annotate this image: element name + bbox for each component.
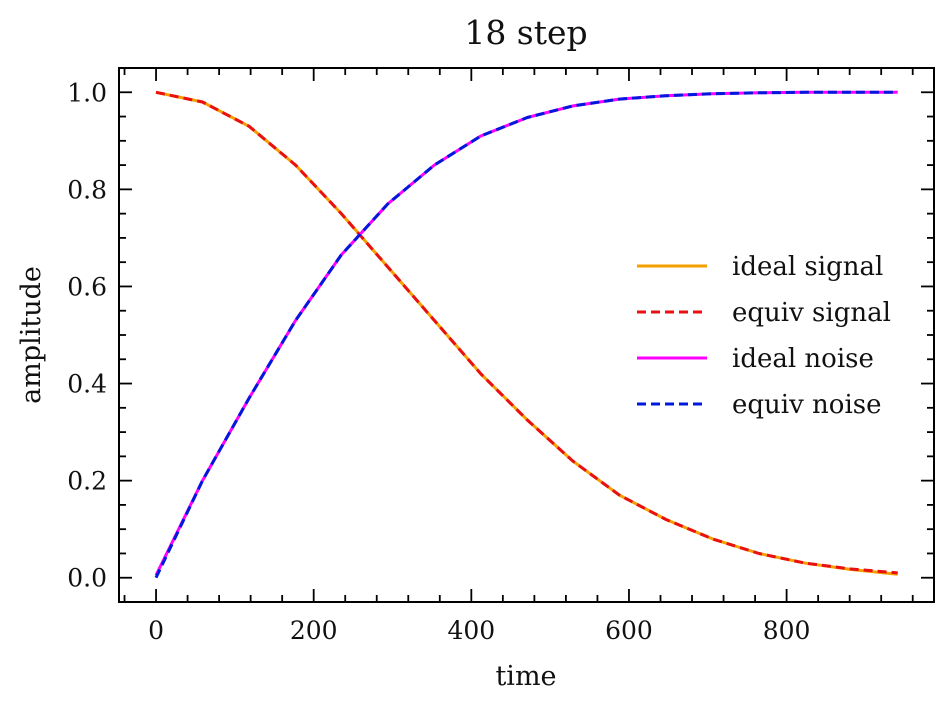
x-tick-label: 800 — [763, 616, 811, 645]
y-tick-label: 1.0 — [67, 78, 107, 107]
plot-frame — [118, 67, 935, 603]
y-tick-label: 0.2 — [67, 467, 107, 496]
series-line-ideal-noise — [154, 90, 898, 576]
x-tick-label: 600 — [605, 616, 653, 645]
series-layer — [154, 90, 898, 579]
chart-title: 18 step — [464, 13, 587, 52]
tick-labels: 0 200 400 600 800 0.0 0.2 0.4 0.6 0.8 1.0 — [67, 78, 810, 645]
legend-label: equiv signal — [732, 298, 891, 328]
legend-label: equiv noise — [732, 390, 882, 420]
series-line-ideal-signal — [155, 90, 898, 576]
x-tick-label: 200 — [290, 616, 338, 645]
y-tick-label: 0.4 — [67, 370, 107, 399]
x-tick-label: 400 — [447, 616, 495, 645]
series-line-equiv-noise — [154, 90, 898, 579]
x-axis-label: time — [495, 661, 556, 692]
x-tick-label: 0 — [148, 616, 164, 645]
y-tick-label: 0.0 — [67, 564, 107, 593]
y-tick-label: 0.8 — [67, 175, 107, 204]
legend: ideal signal equiv signal ideal noise equiv… — [637, 252, 891, 420]
series-line-equiv-signal — [155, 90, 898, 575]
legend-label: ideal noise — [732, 344, 874, 374]
y-axis-label: amplitude — [16, 266, 47, 404]
y-tick-label: 0.6 — [67, 272, 107, 301]
legend-label: ideal signal — [732, 252, 883, 282]
axis-ticks — [119, 67, 934, 603]
